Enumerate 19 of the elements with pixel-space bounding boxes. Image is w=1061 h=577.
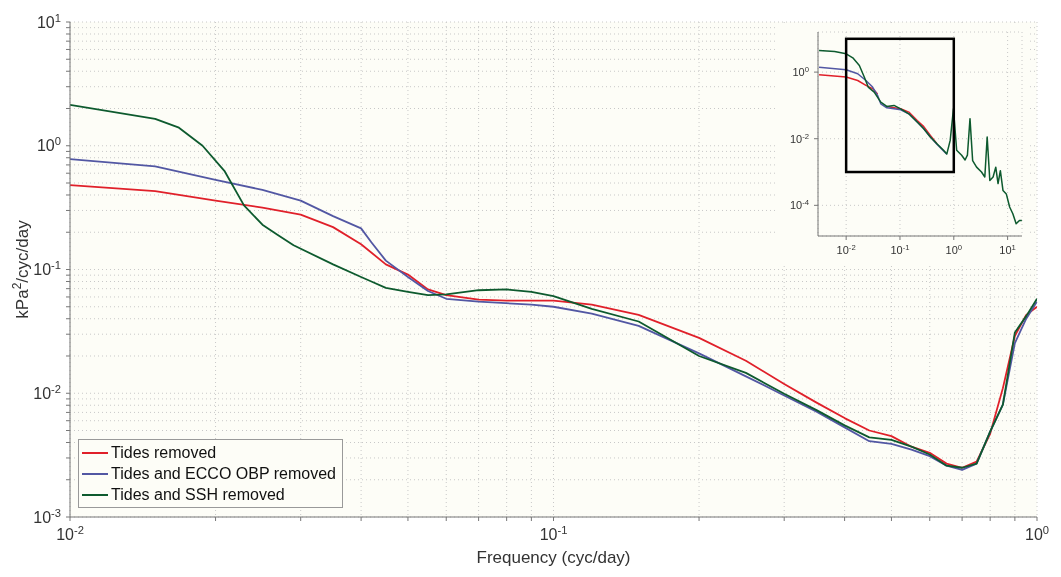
y-tick-label: 10$^{0}$: [36, 135, 61, 155]
legend-label: Tides and SSH removed: [111, 485, 285, 505]
x-tick-label: 10$^{1}$: [999, 242, 1016, 256]
x-tick-label: 10$^{0}$: [1024, 523, 1050, 543]
x-tick-label: 10$^{-1}$: [890, 242, 910, 256]
y-tick-label: 10$^{1}$: [36, 11, 61, 31]
y-tick-label: 10$^{-3}$: [33, 506, 61, 526]
legend-label: Tides and ECCO OBP removed: [111, 464, 336, 484]
x-axis-title: Frequency (cyc/day): [476, 548, 631, 567]
x-tick-label: 10$^{-2}$: [56, 523, 84, 543]
y-tick-label: 10$^{-2}$: [33, 382, 61, 402]
y-tick-label: 10$^{-2}$: [789, 131, 809, 145]
y-tick-label: 10$^{-1}$: [33, 259, 61, 279]
x-tick-label: 10$^{-1}$: [539, 523, 568, 543]
x-tick-label: 10$^{0}$: [945, 242, 963, 256]
y-tick-label: 10$^{0}$: [792, 64, 809, 78]
legend-label: Tides removed: [111, 443, 217, 463]
x-tick-label: 10$^{-2}$: [836, 242, 856, 256]
y-tick-label: 10$^{-4}$: [789, 197, 810, 212]
